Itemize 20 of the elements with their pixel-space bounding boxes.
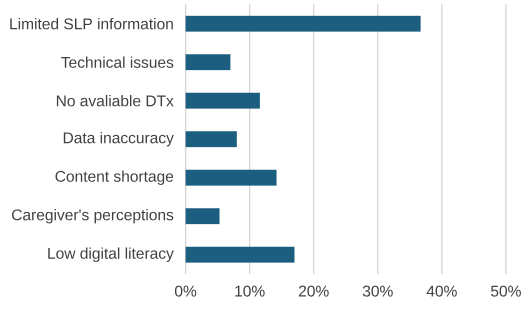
y-tick-label: Caregiver's perceptions [12,208,174,224]
bar [186,131,237,148]
x-tick-label: 20% [298,286,329,297]
bar [186,208,220,224]
x-tick-label: 40% [426,286,457,297]
x-tick-label: 50% [490,286,521,297]
x-tick-label: 0% [174,286,196,297]
y-tick-label: No avaliable DTx [56,95,174,106]
bar [186,246,294,263]
y-tick-label: Data inaccuracy [64,132,174,146]
x-tick-label: 30% [362,286,393,297]
y-tick-label: Low digital literacy [48,247,174,262]
y-tick-label: Limited SLP information [10,18,173,30]
y-tick-label: Content shortage [56,170,174,185]
bar [186,170,277,186]
bar [186,16,421,32]
bar [186,92,260,109]
y-tick-label: Technical issues [61,56,174,68]
bar [186,54,230,70]
x-tick-label: 10% [235,286,265,297]
